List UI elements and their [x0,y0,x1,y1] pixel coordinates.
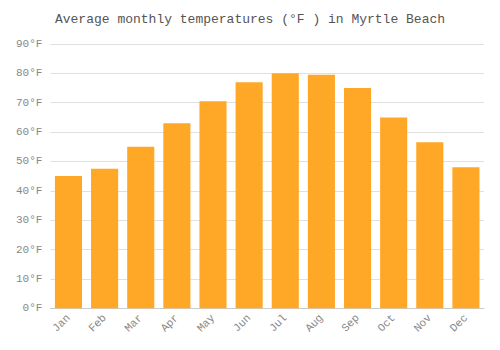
svg-text:Feb: Feb [86,312,108,334]
svg-text:Sep: Sep [339,312,361,334]
svg-text:Oct: Oct [375,312,397,334]
svg-text:May: May [195,312,218,335]
svg-text:30°F: 30°F [16,214,42,226]
svg-text:Mar: Mar [123,312,145,334]
svg-text:Jan: Jan [50,312,72,334]
svg-text:40°F: 40°F [16,185,42,197]
svg-text:Average monthly temperatures (: Average monthly temperatures (°F ) in My… [55,12,445,27]
svg-text:50°F: 50°F [16,155,42,167]
svg-text:20°F: 20°F [16,244,42,256]
svg-text:Apr: Apr [159,312,181,334]
svg-text:70°F: 70°F [16,97,42,109]
svg-text:Aug: Aug [303,312,325,334]
svg-text:0°F: 0°F [23,302,43,314]
svg-text:Jun: Jun [231,312,253,334]
svg-text:80°F: 80°F [16,67,42,79]
svg-text:10°F: 10°F [16,273,42,285]
svg-text:90°F: 90°F [16,38,42,50]
svg-text:Dec: Dec [448,312,470,334]
svg-text:Jul: Jul [267,312,289,334]
svg-text:60°F: 60°F [16,126,42,138]
svg-text:Nov: Nov [412,312,435,335]
